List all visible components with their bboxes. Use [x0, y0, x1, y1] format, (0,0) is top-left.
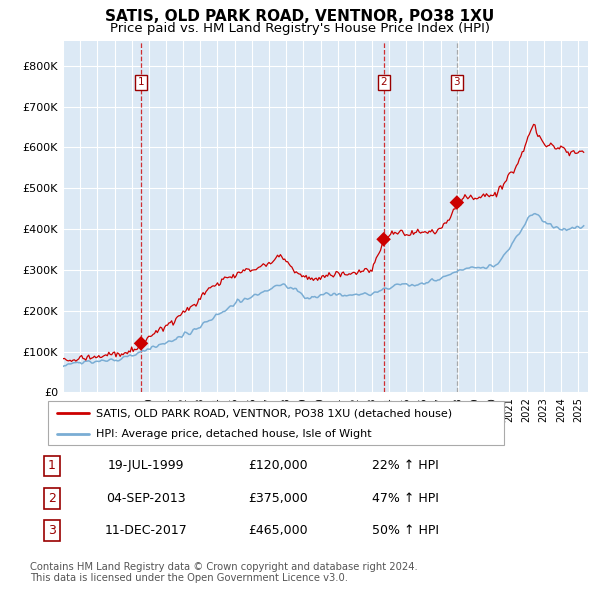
- Text: £375,000: £375,000: [248, 491, 308, 505]
- Text: £465,000: £465,000: [248, 524, 308, 537]
- Point: [136, 339, 146, 348]
- Text: 1: 1: [48, 459, 56, 473]
- Text: 1: 1: [138, 77, 145, 87]
- Text: 19-JUL-1999: 19-JUL-1999: [107, 459, 184, 473]
- Text: 47% ↑ HPI: 47% ↑ HPI: [372, 491, 439, 505]
- Text: SATIS, OLD PARK ROAD, VENTNOR, PO38 1XU: SATIS, OLD PARK ROAD, VENTNOR, PO38 1XU: [106, 9, 494, 24]
- Point: [379, 235, 388, 244]
- Text: 2: 2: [48, 491, 56, 505]
- Text: £120,000: £120,000: [248, 459, 308, 473]
- Point: [452, 198, 461, 207]
- Text: 2: 2: [380, 77, 387, 87]
- Text: Price paid vs. HM Land Registry's House Price Index (HPI): Price paid vs. HM Land Registry's House …: [110, 22, 490, 35]
- Text: 3: 3: [48, 524, 56, 537]
- Text: SATIS, OLD PARK ROAD, VENTNOR, PO38 1XU (detached house): SATIS, OLD PARK ROAD, VENTNOR, PO38 1XU …: [96, 408, 452, 418]
- Text: Contains HM Land Registry data © Crown copyright and database right 2024.
This d: Contains HM Land Registry data © Crown c…: [30, 562, 418, 584]
- Text: 04-SEP-2013: 04-SEP-2013: [106, 491, 186, 505]
- Text: 11-DEC-2017: 11-DEC-2017: [104, 524, 187, 537]
- Text: HPI: Average price, detached house, Isle of Wight: HPI: Average price, detached house, Isle…: [96, 428, 371, 438]
- Text: 22% ↑ HPI: 22% ↑ HPI: [372, 459, 439, 473]
- Text: 50% ↑ HPI: 50% ↑ HPI: [372, 524, 439, 537]
- Text: 3: 3: [454, 77, 460, 87]
